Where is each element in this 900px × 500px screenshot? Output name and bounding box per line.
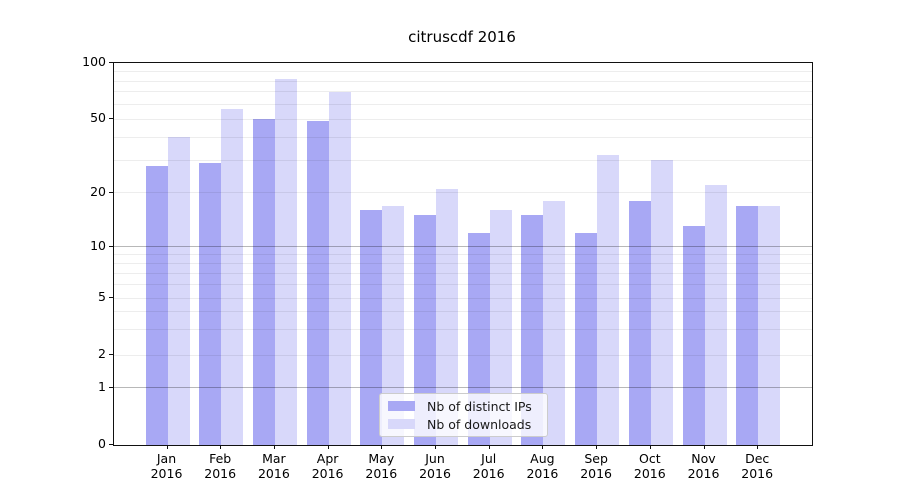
bar-downloads-jun [436,189,458,445]
legend-label-distinct-ips: Nb of distinct IPs [427,398,532,414]
gridline-minor [114,71,812,73]
y-tick-label: 20 [90,183,106,199]
bar-distinct-ips-jun [414,215,436,445]
x-tick-label: Feb 2016 [204,451,237,481]
bar-downloads-oct [650,160,673,445]
x-tick-mark [488,445,490,449]
x-tick-label: Sep 2016 [580,451,612,481]
legend-swatch-distinct-ips [388,401,415,411]
gridline-minor [114,311,812,313]
y-tick-label: 100 [82,54,106,69]
bar-distinct-ips-sep [575,232,598,445]
bar-distinct-ips-oct [628,201,651,445]
plot-area: Nb of distinct IPs Nb of downloads [113,62,813,446]
bar-downloads-mar [274,79,297,445]
legend: Nb of distinct IPs Nb of downloads [379,393,548,437]
x-tick-mark [703,445,705,449]
gridline-minor [114,272,812,274]
x-tick-label: Oct 2016 [633,451,666,481]
y-tick-mark [109,245,113,247]
bar-distinct-ips-dec [736,205,759,445]
gridline-minor [114,354,812,356]
x-tick-mark [757,445,759,449]
gridline-minor [114,103,812,105]
bar-downloads-may [382,205,405,445]
bar-distinct-ips-mar [252,119,275,445]
x-tick-mark [596,445,598,449]
gridline-minor [114,329,812,331]
gridline-major [114,387,812,389]
chart-title: citruscdf 2016 [408,28,516,46]
y-tick-mark [109,354,113,356]
y-tick-mark [109,118,113,120]
x-tick-mark [542,445,544,449]
bar-downloads-sep [597,155,620,445]
x-tick-label: May 2016 [365,451,398,481]
x-tick-mark [381,445,383,449]
bar-distinct-ips-apr [306,120,329,445]
legend-entry-distinct-ips: Nb of distinct IPs [380,399,547,414]
y-tick-label: 5 [98,289,106,304]
gridline-minor [114,253,812,255]
x-tick-mark [273,445,275,449]
y-tick-mark [109,297,113,298]
y-tick-mark [109,386,113,388]
y-tick-label: 50 [90,110,106,126]
x-tick-mark [649,445,651,449]
bar-downloads-aug [543,201,566,445]
gridline-minor [114,159,812,161]
bar-distinct-ips-nov [682,226,705,445]
bar-downloads-jan [167,137,190,445]
gridline-minor [114,297,812,299]
x-tick-mark [166,445,168,449]
bar-downloads-feb [221,108,244,445]
gridline-minor [114,118,812,120]
y-tick-label: 0 [98,436,106,451]
x-tick-label: Jul 2016 [472,451,505,481]
x-tick-mark [435,445,436,449]
bar-distinct-ips-may [360,210,383,445]
x-tick-label: Dec 2016 [741,451,774,481]
y-tick-mark [109,444,113,445]
gridline-minor [114,284,812,285]
legend-label-downloads: Nb of downloads [427,416,532,432]
bar-downloads-jul [489,210,512,445]
gridline-minor [114,80,812,82]
x-tick-label: Jun 2016 [419,451,451,481]
x-tick-label: Jan 2016 [150,451,183,481]
x-tick-label: Apr 2016 [311,451,344,481]
y-tick-label: 1 [98,378,106,394]
x-tick-mark [327,445,329,449]
bar-distinct-ips-feb [199,163,222,445]
gridline-minor [114,136,812,138]
gridline-minor [114,262,812,264]
gridline-minor [114,91,812,93]
y-tick-label: 2 [98,346,106,362]
legend-swatch-downloads [388,419,415,429]
gridline-minor [114,192,812,194]
x-tick-label: Nov 2016 [687,451,720,481]
bar-downloads-nov [704,185,727,445]
x-tick-label: Mar 2016 [257,451,290,481]
y-tick-label: 10 [90,237,106,253]
x-tick-label: Aug 2016 [526,451,559,481]
x-tick-mark [220,445,222,449]
bar-downloads-dec [758,205,781,445]
bar-distinct-ips-jan [145,165,168,445]
gridline-major [114,246,812,248]
bar-distinct-ips-aug [521,215,544,445]
bar-distinct-ips-jul [467,232,490,445]
y-tick-mark [109,191,113,193]
y-tick-mark [109,62,113,63]
bar-downloads-apr [328,91,351,445]
legend-entry-downloads: Nb of downloads [380,417,547,432]
